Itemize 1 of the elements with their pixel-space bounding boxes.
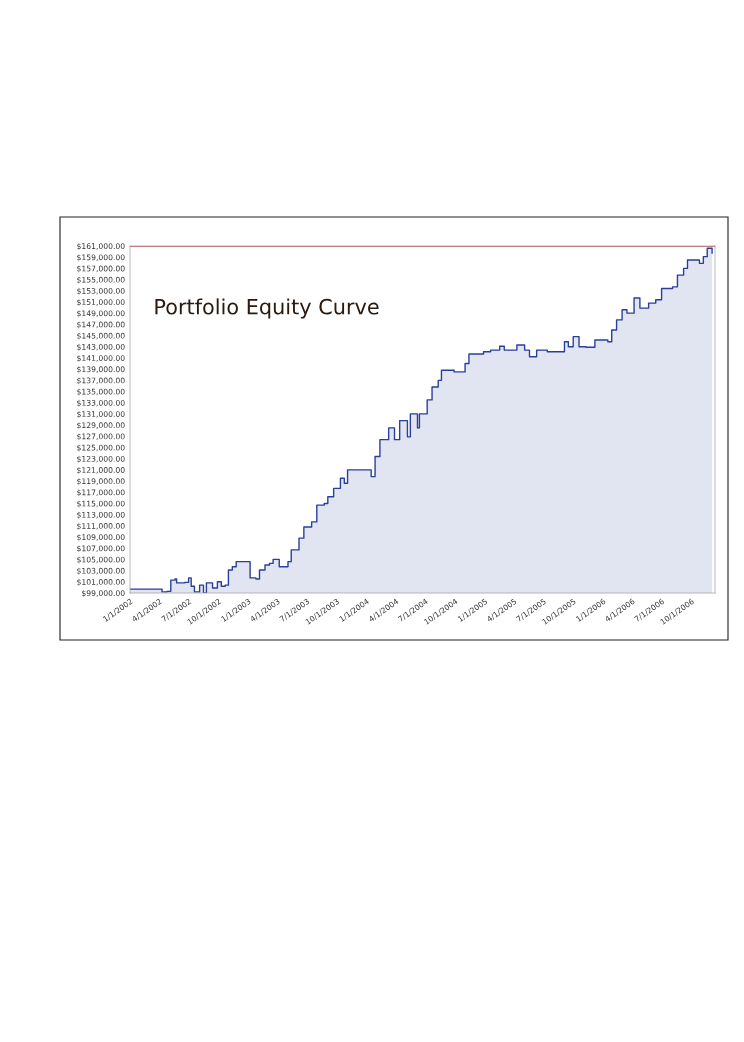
text: Portfolio Equity Curve (155, 298, 379, 319)
